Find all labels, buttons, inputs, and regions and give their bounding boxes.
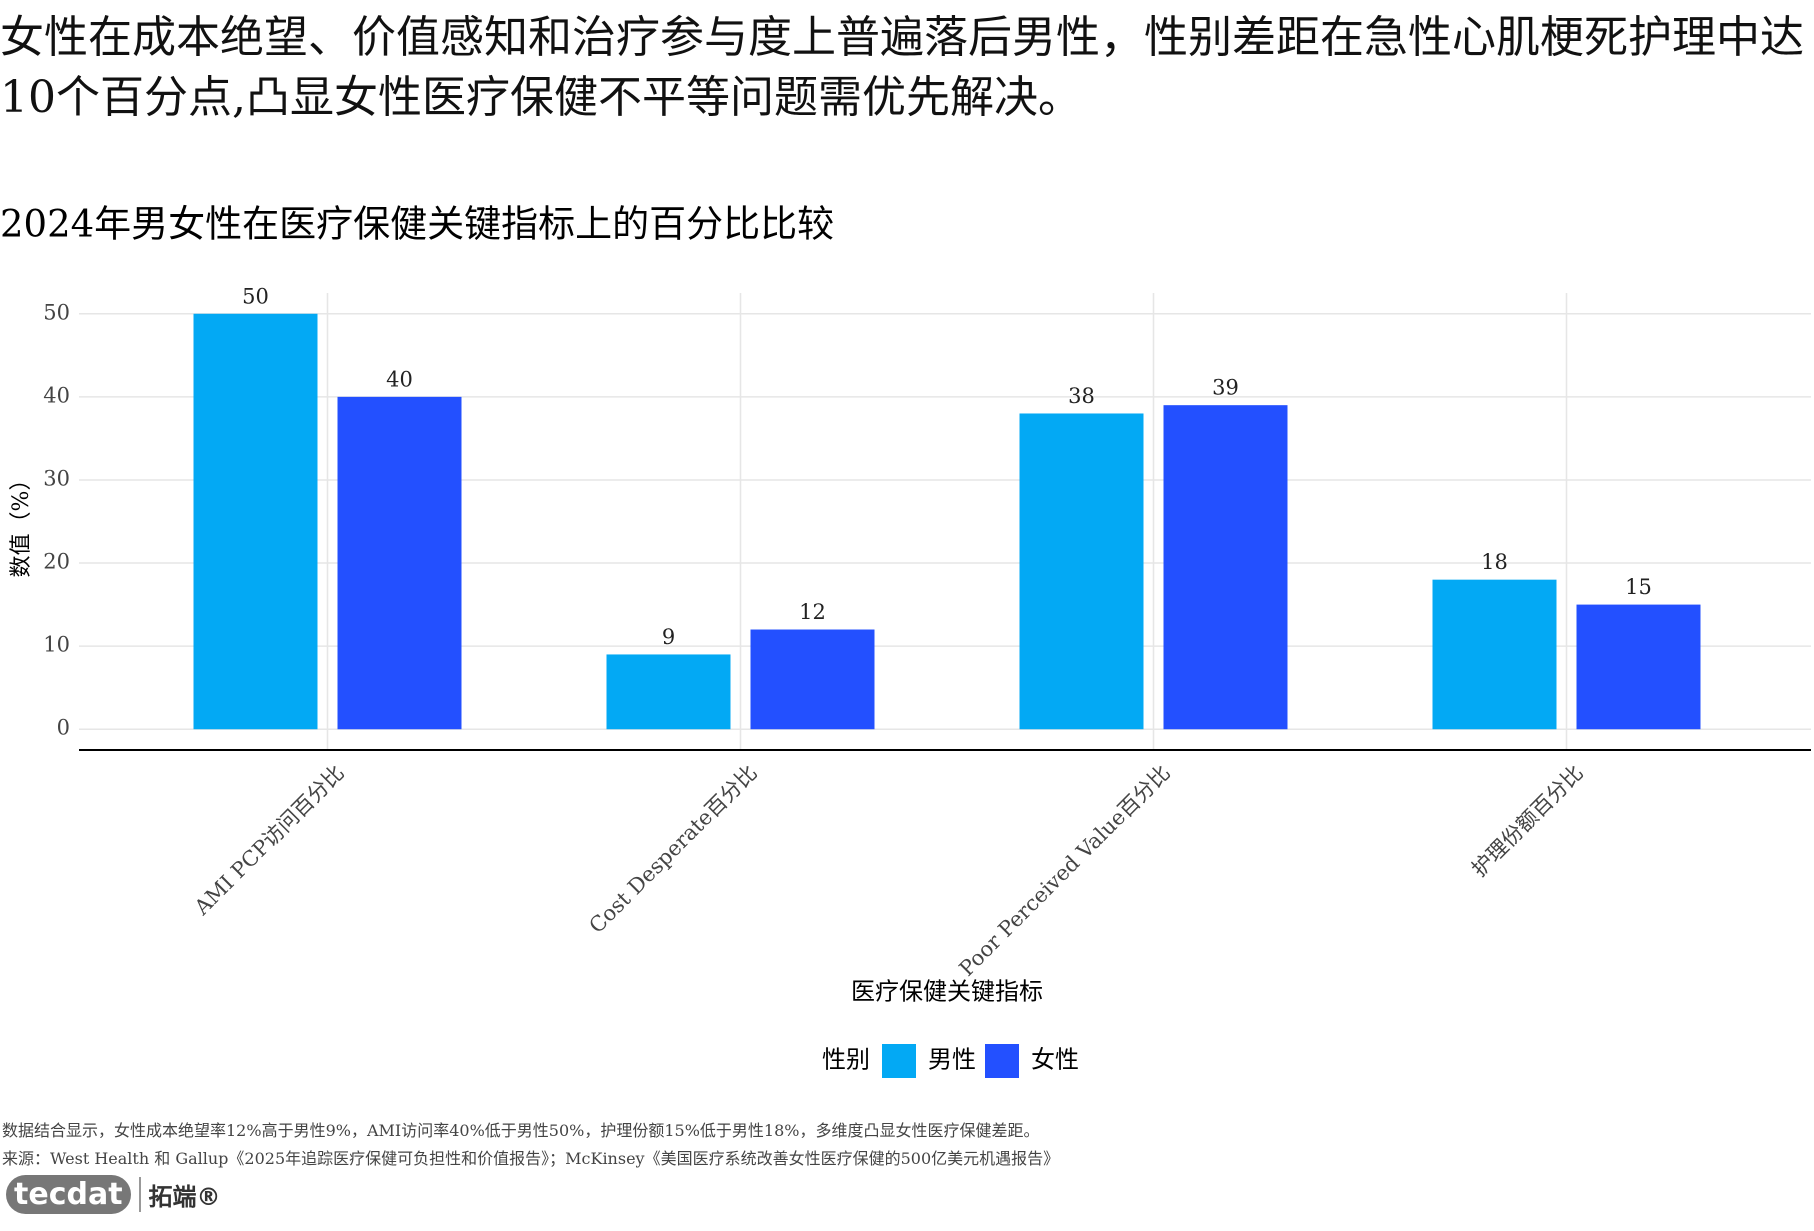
chart-title: 2024年男女性在医疗保健关键指标上的百分比比较 — [0, 203, 834, 246]
value-label: 12 — [799, 600, 826, 624]
footer-source: 来源：West Health 和 Gallup《2025年追踪医疗保健可负担性和… — [2, 1149, 1060, 1168]
legend-label: 男性 — [928, 1046, 976, 1074]
value-label: 50 — [242, 284, 269, 308]
x-tick-label: AMI PCP访问百分比 — [189, 760, 349, 920]
bar — [1432, 579, 1557, 730]
x-tick-label: Cost Desperate百分比 — [584, 760, 761, 937]
logo: tecdat 拓端® — [6, 1175, 221, 1214]
x-tick-label: Poor Perceived Value百分比 — [955, 760, 1175, 980]
bar — [750, 629, 875, 730]
value-label: 9 — [662, 625, 675, 649]
bar — [1576, 604, 1701, 730]
y-tick-label: 40 — [43, 383, 70, 407]
bar — [193, 313, 318, 730]
bar — [1163, 405, 1288, 730]
y-tick-label: 0 — [57, 716, 70, 740]
y-tick-label: 50 — [43, 300, 70, 324]
x-axis-label: 医疗保健关键指标 — [851, 978, 1043, 1006]
y-axis-label: 数值（%） — [9, 469, 34, 578]
value-label: 18 — [1481, 550, 1508, 574]
x-tick-label: 护理份额百分比 — [1467, 760, 1588, 881]
y-tick-label: 30 — [43, 466, 70, 490]
bar — [1019, 413, 1144, 730]
bar — [606, 654, 731, 730]
footer-note: 数据结合显示，女性成本绝望率12%高于男性9%，AMI访问率40%低于男性50%… — [2, 1121, 1040, 1140]
logo-cn: 拓端® — [138, 1177, 221, 1212]
logo-en: tecdat — [6, 1175, 131, 1214]
bar — [337, 396, 462, 730]
value-label: 38 — [1068, 384, 1095, 408]
headline: 女性在成本绝望、价值感知和治疗参与度上普遍落后男性，性别差距在急性心肌梗死护理中… — [0, 12, 1804, 123]
legend-swatch — [882, 1044, 916, 1078]
y-tick-label: 20 — [43, 550, 70, 574]
value-label: 15 — [1625, 575, 1652, 599]
value-label: 40 — [386, 367, 413, 391]
legend-label: 女性 — [1031, 1046, 1079, 1074]
legend-title: 性别 — [822, 1046, 870, 1074]
legend-swatch — [985, 1044, 1019, 1078]
value-label: 39 — [1212, 376, 1239, 400]
y-tick-label: 10 — [43, 633, 70, 657]
